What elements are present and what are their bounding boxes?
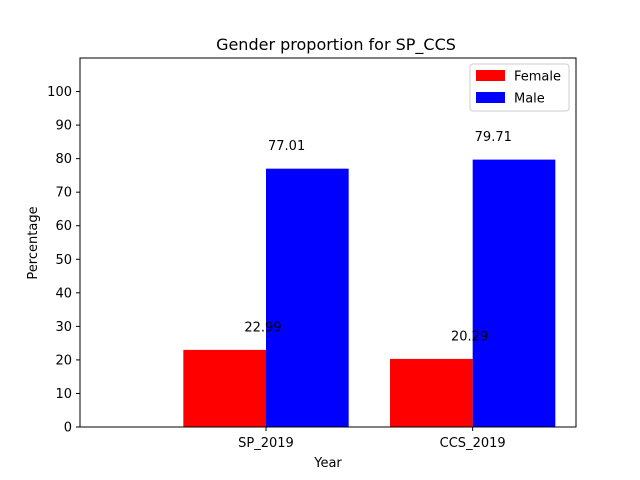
data-label-male-sp_2019: 77.01: [268, 139, 305, 154]
y-tick-label: 100: [47, 85, 72, 100]
data-label-female-sp_2019: 22.99: [244, 320, 281, 335]
y-tick-label: 90: [55, 119, 72, 134]
y-axis-label: Percentage: [26, 206, 41, 279]
bars-group: [183, 159, 556, 428]
bar-male-sp_2019: [266, 168, 349, 428]
bar-female-ccs_2019: [390, 358, 473, 427]
plot-frame: [79, 57, 577, 428]
x-tick-label: SP_2019: [238, 436, 294, 451]
legend-label-male: Male: [514, 92, 545, 107]
data-label-female-ccs_2019: 20.29: [451, 329, 488, 344]
legend: Female Male: [469, 63, 570, 112]
legend-swatch-female: [476, 70, 505, 81]
y-axis: 0 10 20 30 40 50 60 70 80 90 100: [47, 85, 80, 436]
y-tick-label: 50: [55, 253, 72, 268]
legend-label-female: Female: [514, 70, 561, 85]
x-axis-label: Year: [313, 456, 342, 471]
y-tick-label: 60: [55, 219, 72, 234]
data-labels-group: 22.99 20.29 77.01 79.71: [244, 130, 512, 344]
bar-female-sp_2019: [183, 349, 266, 427]
legend-swatch-male: [476, 92, 505, 103]
y-tick-label: 0: [64, 421, 72, 436]
x-tick-label: CCS_2019: [440, 436, 506, 451]
y-tick-label: 40: [55, 286, 72, 301]
x-axis: SP_2019 CCS_2019: [238, 427, 506, 451]
y-tick-label: 80: [55, 152, 72, 167]
y-tick-label: 20: [55, 353, 72, 368]
chart-title: Gender proportion for SP_CCS: [216, 35, 456, 55]
y-tick-label: 10: [55, 387, 72, 402]
y-tick-label: 70: [55, 186, 72, 201]
y-tick-label: 30: [55, 320, 72, 335]
bar-male-ccs_2019: [472, 159, 556, 427]
data-label-male-ccs_2019: 79.71: [475, 130, 512, 145]
